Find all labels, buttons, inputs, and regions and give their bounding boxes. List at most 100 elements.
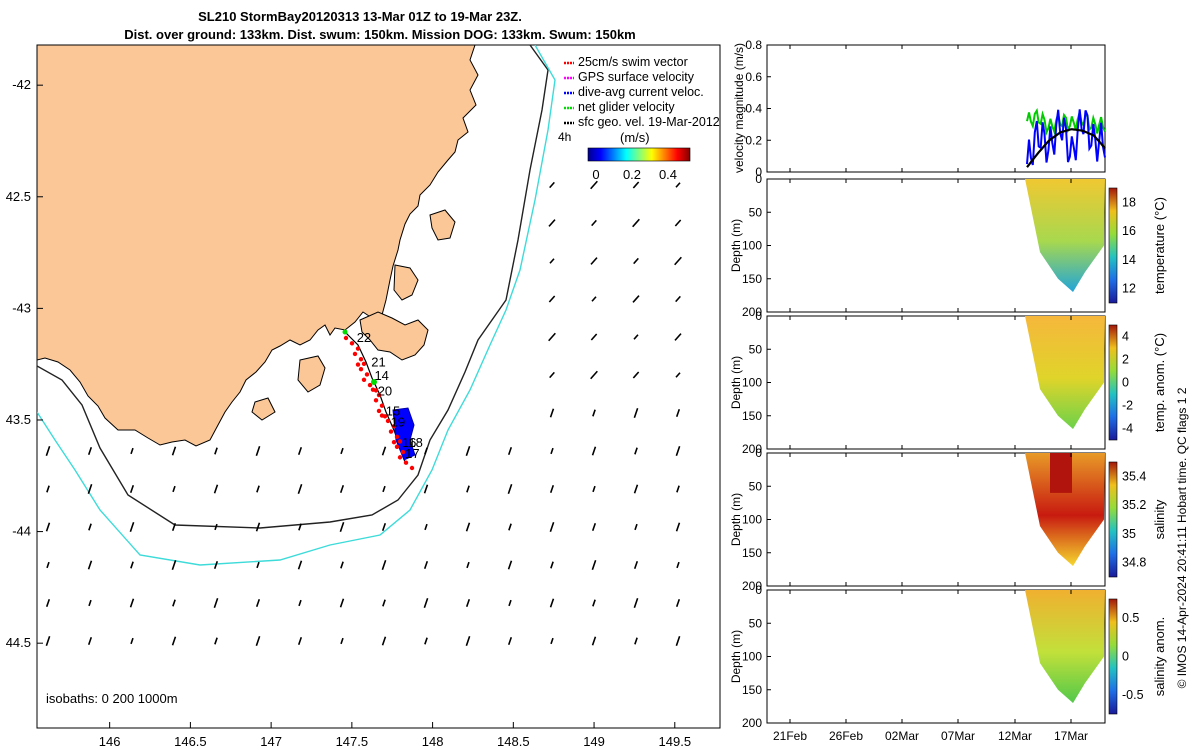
swim-vector-mark <box>358 366 364 372</box>
vector-arrow <box>548 219 556 227</box>
vector-arrow <box>632 295 640 303</box>
high-salinity-core <box>1050 453 1072 493</box>
vector-arrow <box>171 522 177 532</box>
colorbar-tick-label: 12 <box>1122 282 1136 296</box>
section-field <box>1025 453 1105 567</box>
vector-arrow <box>297 446 303 456</box>
vector-arrow <box>255 598 261 608</box>
time-tick-label: 02Mar <box>885 729 919 743</box>
vector-arrow <box>674 256 682 266</box>
colorbar-tick-label: 0 <box>592 167 599 182</box>
swim-vector-mark <box>361 361 367 367</box>
vector-arrow <box>381 446 387 456</box>
vector-arrow <box>591 522 597 532</box>
swim-vector-mark <box>397 455 403 460</box>
swim-vector-mark <box>376 392 382 398</box>
swim-vector-mark <box>364 372 370 377</box>
depth-tick-label: 0 <box>755 309 762 323</box>
day-label: 18 <box>408 435 422 450</box>
vector-arrow <box>550 637 554 645</box>
depth-tick-label: 0 <box>755 446 762 460</box>
swim-vector-mark <box>355 362 361 367</box>
vector-arrow <box>297 560 303 570</box>
vector-arrow <box>465 522 471 532</box>
vector-arrow <box>45 446 51 456</box>
vector-arrow <box>466 485 470 493</box>
land-island <box>429 209 456 241</box>
colorbar-tick-label: -4 <box>1122 422 1133 436</box>
isobath-200m <box>37 45 549 529</box>
land-island <box>393 264 419 301</box>
colorbar-tick-label: 34.8 <box>1122 556 1146 570</box>
vector-arrow <box>592 599 596 607</box>
vector-arrow <box>46 561 50 569</box>
day-label: 16 <box>402 435 416 450</box>
colorbar-label: salinity <box>1152 499 1167 539</box>
vector-arrow <box>129 522 135 532</box>
colorbar-tick-label: 18 <box>1122 195 1136 209</box>
vector-arrow <box>675 598 681 608</box>
vector-arrow <box>633 257 639 265</box>
vector-arrow <box>590 333 598 341</box>
vector-arrow <box>171 636 177 646</box>
vector-arrow <box>674 333 682 341</box>
vector-arrow <box>424 523 428 531</box>
time-tick-label: 17Mar <box>1054 729 1088 743</box>
vector-arrow <box>550 447 554 455</box>
vector-arrow <box>87 636 93 646</box>
vector-arrow <box>129 484 135 494</box>
vector-arrow <box>172 599 176 607</box>
vector-arrow <box>88 523 92 531</box>
colorbar-tick-label: 14 <box>1122 253 1136 267</box>
velocity-series-line <box>1026 107 1106 136</box>
lat-tick-label: 42.5 <box>6 189 31 204</box>
colorbar-tick-label: 35.4 <box>1122 469 1146 483</box>
swim-vector-mark <box>379 403 385 408</box>
colorbar-tick-label: 4 <box>1122 330 1129 344</box>
vector-arrow <box>172 485 176 493</box>
vector-arrow <box>550 561 554 569</box>
section-field <box>1025 316 1105 430</box>
vector-arrow <box>45 522 51 532</box>
swim-vector-mark <box>373 398 379 403</box>
map-lat-ticks: -42 42.5 -43 43.5 -44 44.5 <box>6 77 43 650</box>
vector-arrow <box>634 523 638 531</box>
copyright-note: © IMOS 14-Apr-2024 20:41:11 Hobart time.… <box>1175 387 1189 688</box>
swim-vector-mark <box>400 449 406 455</box>
vector-arrow <box>633 334 639 340</box>
vector-arrow <box>130 637 134 645</box>
vector-arrow <box>591 446 597 456</box>
vector-arrow <box>465 636 471 646</box>
lon-tick-label: 146 <box>99 734 121 749</box>
day-label: 20 <box>378 383 392 398</box>
colorbar-tick-label: 0.4 <box>659 167 677 182</box>
vector-arrow <box>340 447 344 455</box>
vector-arrow <box>591 219 597 227</box>
lat-tick-label: 44.5 <box>6 635 31 650</box>
vector-arrow <box>424 637 428 645</box>
vector-arrow <box>213 484 219 494</box>
vector-arrow <box>213 560 219 570</box>
vector-arrow <box>675 636 681 646</box>
colorbar-label: salinity anom. <box>1152 617 1167 696</box>
depth-tick-label: 100 <box>742 239 762 253</box>
chart-subtitle: Dist. over ground: 133km. Dist. swum: 15… <box>124 27 636 42</box>
glider-track <box>342 329 416 471</box>
vector-arrow <box>549 258 555 264</box>
vector-arrow <box>297 484 303 494</box>
vector-arrow <box>87 446 93 456</box>
velocity-tick-label: 0.8 <box>745 38 762 52</box>
vector-arrow <box>549 408 555 418</box>
vector-arrow <box>298 523 302 531</box>
colorbar-tick-label: 16 <box>1122 224 1136 238</box>
isobath-label: isobaths: 0 200 1000m <box>46 691 178 706</box>
vector-arrow <box>675 408 681 418</box>
day-label: 22 <box>357 330 371 345</box>
vector-arrow <box>45 598 51 608</box>
swim-vector-mark <box>388 429 394 434</box>
vector-arrow <box>507 636 513 646</box>
vector-arrow <box>590 370 598 380</box>
depth-tick-label: 200 <box>742 716 762 730</box>
lon-tick-label: 148 <box>422 734 444 749</box>
